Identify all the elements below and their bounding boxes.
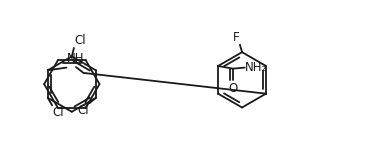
- Text: Cl: Cl: [52, 106, 64, 119]
- Text: Cl: Cl: [74, 34, 86, 47]
- Text: NH: NH: [67, 52, 84, 65]
- Text: Cl: Cl: [77, 104, 89, 117]
- Text: F: F: [233, 31, 239, 44]
- Text: NH₂: NH₂: [245, 61, 267, 74]
- Text: O: O: [228, 82, 237, 95]
